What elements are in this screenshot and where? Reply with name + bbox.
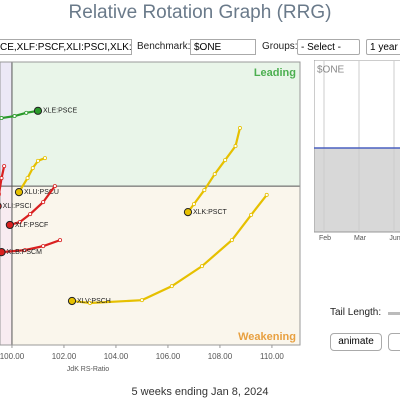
tail-point [24, 110, 29, 115]
plot-border [0, 61, 301, 346]
series-label: XLF:PSCF [15, 222, 48, 229]
x-tick-label: 108.00 [208, 352, 233, 361]
tail-point [264, 192, 269, 197]
tail-line [71, 194, 268, 305]
head-point [0, 248, 6, 257]
tail-point [35, 158, 40, 163]
quadrant-label: Weakening [238, 331, 296, 343]
tail-point [139, 298, 144, 303]
rrg-chart: Leading Weakening 100.00 102.00 104.00 106.00… [0, 61, 301, 373]
tail-point [52, 184, 57, 189]
tail-line [1, 239, 61, 254]
tail-point [223, 158, 228, 163]
side-x-label: Jun [389, 235, 400, 242]
tail-point [42, 156, 47, 161]
tail-point [0, 176, 4, 181]
symbols-input[interactable]: CE,XLF:PSCF,XLI:PSCI,XLK:P [0, 39, 132, 55]
tail-point [169, 284, 174, 289]
benchmark-input[interactable]: $ONE [190, 39, 256, 55]
tail-point [191, 202, 196, 207]
page-title: Relative Rotation Graph (RRG) [68, 2, 332, 23]
tail-point [58, 238, 63, 243]
tail-point [233, 144, 238, 149]
series-label: XLI:PSCI [3, 203, 32, 210]
tail-point [25, 176, 30, 181]
x-tick-label: 106.00 [156, 352, 181, 361]
quadrant-leading [11, 62, 301, 187]
head-point [5, 220, 14, 230]
tail-point [199, 264, 204, 269]
series-label: XLK:PSCT [193, 209, 228, 216]
x-axis-label: JdK RS-Ratio [67, 366, 110, 373]
side-title: $ONE [317, 65, 345, 76]
tail-slider[interactable] [388, 312, 400, 315]
side-x-label: Mar [354, 235, 367, 242]
tail-line [1, 109, 39, 120]
quadrant-improving [0, 62, 12, 187]
tail-length-label: Tail Length: [330, 307, 382, 318]
head-point [183, 208, 193, 217]
head-point [33, 106, 43, 115]
tail-point [212, 172, 217, 177]
quadrant-lagging [0, 186, 12, 345]
quadrant-label: Leading [254, 67, 296, 79]
tail-point [12, 114, 17, 119]
animate-button[interactable]: animate [330, 333, 382, 351]
tail-point [0, 116, 4, 121]
series-label: XLE:PSCE [43, 108, 78, 115]
series-label: XLU:PSCU [24, 189, 59, 196]
quadrant-weakening [11, 186, 301, 345]
x-tick-label: 110.00 [260, 352, 284, 361]
tail-point [249, 212, 254, 217]
footer: 5 weeks ending Jan 8, 2024 [131, 386, 269, 398]
tail-point [22, 248, 27, 253]
tail-point [17, 220, 22, 225]
x-tick-label: 104.00 [104, 352, 129, 361]
tail-point [0, 192, 1, 196]
tail-point [41, 244, 46, 249]
tail-point [237, 126, 242, 131]
series-label: XLV:PSCH [77, 298, 111, 305]
period-select[interactable]: 1 year [366, 39, 400, 55]
tail-point [87, 300, 92, 305]
benchmark-label: Benchmark: [137, 41, 191, 52]
tail-point [30, 166, 35, 171]
side-lower-area [314, 148, 400, 232]
tail-point [2, 164, 7, 169]
head-point [0, 202, 2, 210]
tail-point [28, 212, 33, 217]
next-button[interactable] [388, 333, 400, 351]
series-layer: XLE:PSCE XLU:PSCU XLK:PSCT XLV:PSCH XLF:PSCF… [0, 106, 269, 306]
head-point [14, 187, 24, 197]
series-label: XLB:PSCM [7, 249, 43, 256]
tail-line [0, 165, 6, 195]
tail-point [202, 188, 207, 193]
tail-point [229, 238, 234, 243]
x-tick-label: 102.00 [52, 352, 77, 361]
groups-select[interactable]: - Select - [297, 39, 360, 55]
side-x-label: Feb [319, 235, 331, 242]
side-chart: $ONE Feb Mar Jun [314, 60, 400, 242]
tail-point [41, 200, 46, 205]
groups-label: Groups: [262, 41, 298, 52]
head-point [67, 296, 77, 306]
x-tick-label: 100.00 [0, 352, 25, 361]
